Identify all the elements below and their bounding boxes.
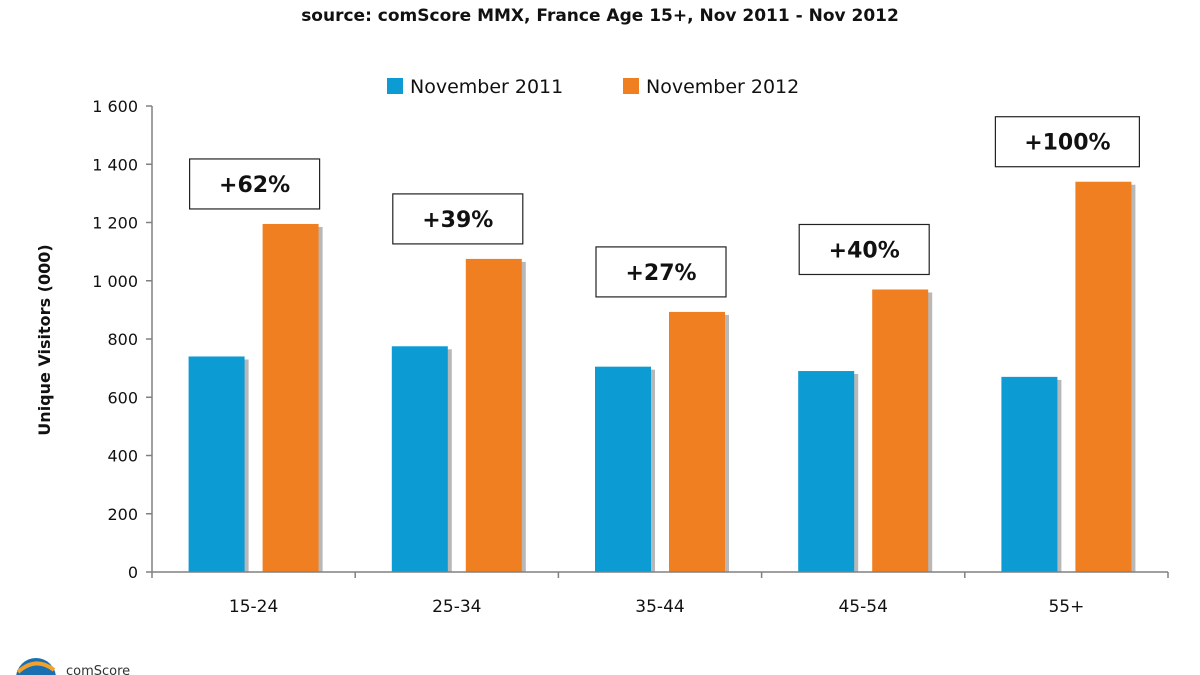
bar-nov-2011 (188, 356, 245, 572)
chart-subtitle: source: comScore MMX, France Age 15+, No… (301, 6, 899, 26)
bar-nov-2011 (391, 346, 448, 572)
legend: November 2011 November 2012 (387, 76, 799, 98)
x-tick-label: 35-44 (635, 597, 684, 617)
y-tick-label: 0 (128, 563, 138, 582)
y-tick-label: 200 (107, 505, 138, 524)
x-tick-label: 15-24 (229, 597, 278, 617)
annotation-box (595, 246, 727, 298)
y-tick-label: 1 600 (92, 97, 138, 116)
x-tick-label: 55+ (1048, 597, 1084, 617)
y-tick-label: 1 400 (92, 155, 138, 174)
annotation-box (392, 193, 524, 245)
comscore-logo: comScore (16, 658, 130, 675)
annotation-label: +62% (219, 173, 290, 198)
x-tick-label: 45-54 (838, 597, 887, 617)
logo-text: comScore (66, 664, 130, 675)
annotation-label: +100% (1024, 131, 1110, 156)
y-tick-label: 800 (107, 330, 138, 349)
legend-label: November 2012 (646, 76, 799, 98)
annotation-box (798, 223, 930, 276)
bar-nov-2012 (872, 289, 929, 572)
legend-label: November 2011 (410, 76, 563, 98)
bar-nov-2012 (1075, 181, 1132, 572)
bar-nov-2012 (262, 223, 319, 573)
bars (188, 181, 1136, 573)
annotation-label: +39% (422, 208, 493, 233)
bar-nov-2012 (465, 258, 522, 572)
y-axis: 0 200 400 600 800 1 000 1 200 1 400 1 600 (92, 97, 153, 582)
logo-icon (16, 658, 56, 675)
bar-nov-2012 (669, 311, 725, 572)
x-axis: 15-24 25-34 35-44 45-54 55+ (151, 571, 1169, 617)
y-axis-label: Unique Visitors (000) (35, 244, 54, 435)
legend-swatch (623, 78, 639, 94)
y-tick-label: 1 200 (92, 214, 138, 233)
y-tick-label: 1 000 (92, 272, 138, 291)
annotation-box (189, 158, 321, 210)
bar-nov-2011 (798, 371, 855, 572)
annotation-box (994, 116, 1141, 168)
y-tick-label: 600 (107, 388, 138, 407)
x-tick-label: 25-34 (432, 597, 481, 617)
legend-swatch (387, 78, 403, 94)
bar-nov-2011 (595, 366, 651, 572)
annotation-label: +27% (625, 261, 696, 286)
y-tick-label: 400 (107, 447, 138, 466)
bar-nov-2011 (1001, 376, 1058, 572)
annotation-label: +40% (829, 238, 900, 263)
annotations: +62% +39% +27% +40% +100% (189, 116, 1141, 298)
